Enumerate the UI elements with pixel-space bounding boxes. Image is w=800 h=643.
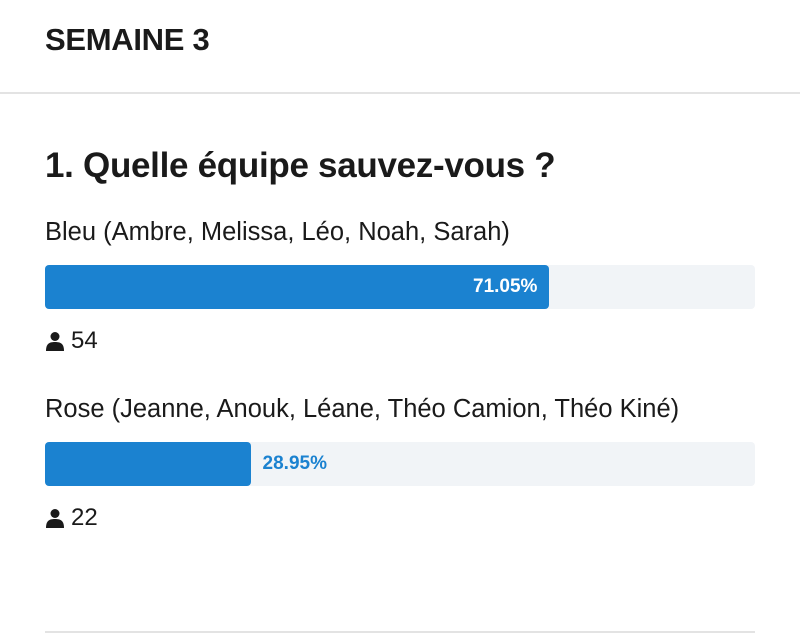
vote-count: 22 <box>71 504 98 531</box>
percent-label: 28.95% <box>262 453 327 474</box>
bar <box>45 265 550 309</box>
divider <box>45 631 755 633</box>
header-title: SEMAINE 3 <box>45 22 210 57</box>
bar <box>45 442 251 486</box>
bar-track: 28.95% <box>45 442 755 486</box>
votes: 22 <box>45 504 755 532</box>
icon-head <box>50 332 60 341</box>
icon-head <box>50 509 60 518</box>
vote-count: 54 <box>71 327 98 354</box>
user-icon <box>46 332 64 351</box>
poll-option: Bleu (Ambre, Melissa, Léo, Noah, Sarah) 7… <box>45 210 755 355</box>
votes: 54 <box>45 327 755 355</box>
header: SEMAINE 3 <box>0 0 800 94</box>
poll: 1. Quelle équipe sauvez-vous ? Bleu (Amb… <box>0 146 800 532</box>
option-label: Bleu (Ambre, Melissa, Léo, Noah, Sarah) <box>45 218 510 246</box>
option-label: Rose (Jeanne, Anouk, Léane, Théo Camion,… <box>45 395 680 423</box>
bar-track: 71.05% <box>45 265 755 309</box>
percent-label: 71.05% <box>473 276 538 297</box>
options: Bleu (Ambre, Melissa, Léo, Noah, Sarah) 7… <box>45 210 755 532</box>
question-title: 1. Quelle équipe sauvez-vous ? <box>45 146 556 185</box>
user-icon <box>46 509 64 528</box>
icon-body <box>46 519 64 528</box>
poll-option: Rose (Jeanne, Anouk, Léane, Théo Camion,… <box>45 387 755 532</box>
icon-body <box>46 342 64 351</box>
